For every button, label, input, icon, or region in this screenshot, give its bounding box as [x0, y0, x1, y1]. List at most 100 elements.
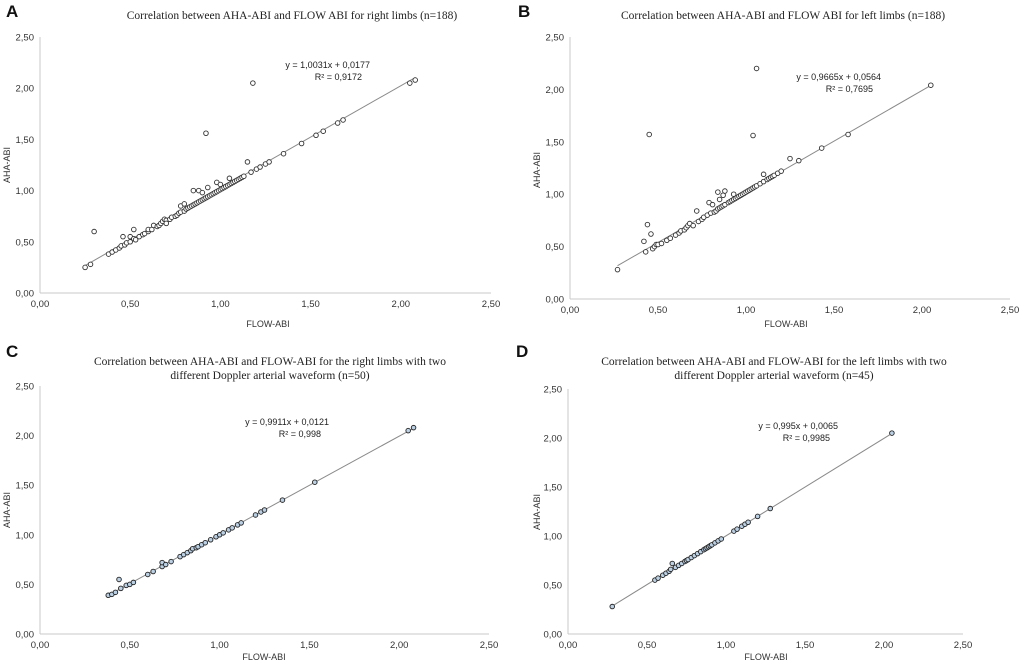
y-tick-label: 1,50 [546, 137, 565, 148]
data-point [655, 575, 661, 581]
y-tick-label: 2,50 [16, 33, 35, 44]
data-point [181, 201, 188, 207]
data-point [644, 221, 651, 228]
data-point [646, 131, 652, 138]
x-tick-label: 1,50 [300, 640, 319, 651]
trendline-equation: y = 0,995x + 0,0065 [758, 421, 838, 431]
data-point [722, 188, 728, 194]
x-axis-label: FLOW-ABI [246, 319, 289, 329]
x-tick-label: 0,50 [121, 640, 140, 651]
chart-title-line: Correlation between AHA-ABI and FLOW ABI… [127, 10, 458, 22]
x-axis-label: FLOW-ABI [242, 652, 285, 662]
x-tick-label: 2,00 [390, 640, 409, 651]
data-point [220, 530, 226, 536]
r-squared-label: R² = 0,998 [279, 429, 321, 439]
data-point [334, 120, 341, 126]
y-tick-label: 2,50 [544, 385, 563, 396]
data-point [127, 239, 133, 245]
data-point [658, 240, 665, 247]
trendline-equation: y = 0,9665x + 0,0564 [796, 72, 881, 82]
y-tick-label: 1,50 [16, 135, 35, 146]
data-point [614, 266, 621, 273]
data-point [112, 589, 119, 596]
y-tick-label: 1,00 [544, 532, 563, 543]
y-tick-label: 0,50 [544, 581, 563, 592]
data-point [709, 201, 716, 208]
data-point [120, 233, 126, 240]
data-point [266, 159, 272, 165]
y-tick-label: 0,50 [16, 237, 35, 248]
data-point [145, 571, 151, 578]
y-tick-label: 1,00 [546, 190, 565, 201]
y-tick-label: 2,00 [16, 431, 35, 442]
data-point [410, 424, 417, 431]
chart-title-line: different Doppler arterial waveform (n=5… [170, 370, 369, 382]
x-tick-label: 2,00 [913, 305, 932, 316]
data-point [199, 189, 206, 196]
data-point [750, 132, 756, 139]
y-tick-label: 2,00 [544, 434, 563, 445]
x-tick-label: 0,00 [31, 640, 50, 651]
x-tick-label: 2,50 [1001, 305, 1020, 316]
x-tick-label: 2,50 [482, 299, 501, 310]
x-tick-label: 0,00 [559, 640, 578, 651]
data-point [202, 539, 208, 546]
y-axis-label: AHA-ABI [2, 492, 12, 528]
data-point [162, 561, 169, 568]
data-point [298, 140, 305, 147]
data-point [818, 145, 825, 151]
chart-title-line: Correlation between AHA-ABI and FLOW-ABI… [94, 356, 446, 368]
data-point [715, 189, 721, 195]
x-tick-label: 2,50 [480, 640, 499, 651]
data-point [778, 168, 784, 174]
data-point [767, 505, 773, 512]
data-point [118, 585, 124, 592]
chart-panel-b: B Correlation between AHA-ABI and FLOW AB… [518, 2, 1019, 329]
data-point [238, 520, 244, 526]
y-tick-label: 1,00 [16, 530, 35, 541]
y-tick-label: 0,50 [546, 242, 565, 253]
panel-letter: A [6, 2, 18, 21]
data-point [667, 566, 674, 573]
data-point [716, 196, 723, 203]
data-point [248, 169, 254, 175]
y-tick-label: 2,00 [16, 84, 35, 95]
data-point [257, 164, 263, 170]
data-point [754, 513, 761, 520]
y-tick-label: 0,00 [16, 289, 35, 300]
trendline-equation: y = 1,0031x + 0,0177 [285, 60, 370, 70]
y-tick-label: 0,00 [546, 295, 565, 306]
data-point [340, 117, 346, 123]
data-point [312, 479, 318, 485]
data-point [163, 220, 170, 227]
data-point [753, 65, 760, 72]
y-axis-label: AHA-ABI [532, 494, 542, 530]
data-point [168, 558, 174, 565]
x-tick-label: 1,00 [717, 640, 736, 651]
chart-panel-d: D Correlation between AHA-ABI and FLOW-AB… [516, 342, 972, 662]
x-tick-label: 1,00 [210, 640, 229, 651]
x-tick-label: 2,50 [954, 640, 973, 651]
data-point [796, 157, 802, 164]
data-point [226, 175, 233, 182]
panel-letter: B [518, 2, 530, 21]
data-point [205, 184, 211, 191]
data-point [280, 150, 287, 157]
chart-title-line: Correlation between AHA-ABI and FLOW ABI… [621, 10, 945, 22]
data-point [845, 131, 851, 138]
r-squared-label: R² = 0,9985 [783, 433, 830, 443]
data-point [642, 249, 649, 255]
x-tick-label: 0,50 [638, 640, 657, 651]
y-tick-label: 2,50 [16, 382, 35, 393]
data-point [407, 80, 413, 86]
r-squared-label: R² = 0,9172 [315, 72, 362, 82]
y-axis-label: AHA-ABI [2, 147, 12, 183]
x-tick-label: 1,50 [301, 299, 320, 310]
y-tick-label: 1,00 [16, 186, 35, 197]
panel-letter: C [6, 342, 18, 361]
data-point [91, 228, 97, 235]
data-point [718, 536, 725, 542]
panel-letter: D [516, 342, 528, 361]
x-tick-label: 2,00 [392, 299, 411, 310]
data-point [669, 560, 676, 567]
